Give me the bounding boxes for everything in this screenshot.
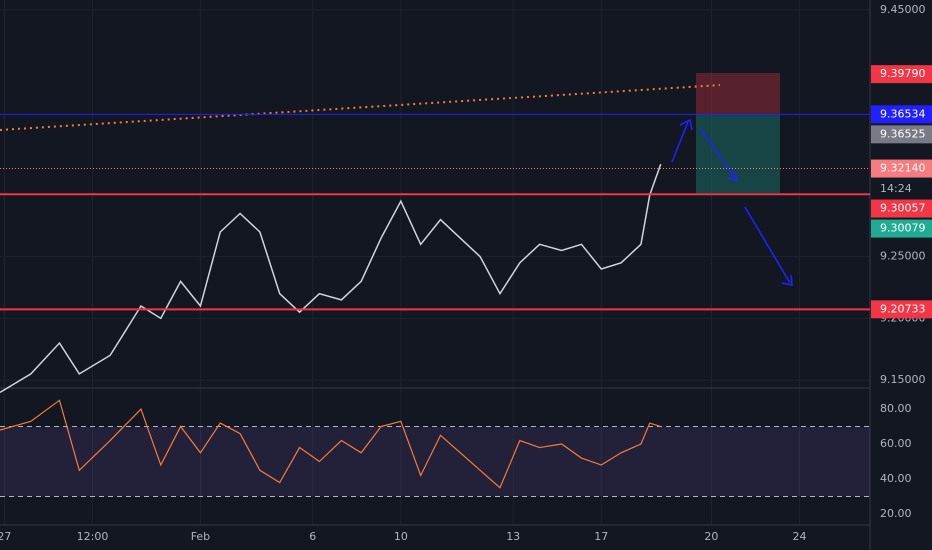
y-tick-label: 9.45000 xyxy=(880,3,926,16)
x-tick-label: 10 xyxy=(394,530,408,543)
price-tag xyxy=(871,105,932,124)
trend-line xyxy=(0,84,721,131)
price-tag-label: 9.39790 xyxy=(880,67,926,80)
arrows xyxy=(671,118,793,286)
price-tag-label: 9.36534 xyxy=(880,107,926,120)
x-tick-label: 13 xyxy=(506,530,520,543)
price-tag xyxy=(871,199,932,218)
x-tick-label: 20 xyxy=(704,530,718,543)
rsi-tick-label: 60.00 xyxy=(880,437,912,450)
price-line xyxy=(0,163,662,394)
grid xyxy=(0,0,870,525)
y-tick-label: 9.15000 xyxy=(880,373,926,386)
price-tag xyxy=(871,159,932,178)
rsi-tick-label: 20.00 xyxy=(880,507,912,520)
x-tick-label: 27 xyxy=(0,530,11,543)
rsi-band xyxy=(0,426,870,497)
price-tag-label: 9.32140 xyxy=(880,162,926,175)
target-zone xyxy=(696,114,780,193)
x-tick-label: 24 xyxy=(793,530,807,543)
x-tick-label: 12:00 xyxy=(77,530,109,543)
x-tick-label: 6 xyxy=(309,530,316,543)
price-tag-label: 9.30079 xyxy=(880,222,926,235)
price-tag xyxy=(871,300,932,319)
y-tick-label: 9.25000 xyxy=(880,250,926,263)
price-tag-label: 9.36525 xyxy=(880,127,926,140)
x-tick-label: Feb xyxy=(191,530,210,543)
rsi-tick-label: 40.00 xyxy=(880,472,912,485)
countdown: 14:24 xyxy=(880,182,912,195)
stop-zone xyxy=(696,73,780,114)
price-tag-label: 9.20733 xyxy=(880,302,926,315)
price-tag-label: 9.30057 xyxy=(880,202,926,215)
rsi-line xyxy=(0,399,661,489)
price-tag xyxy=(871,65,932,84)
rsi-tick-label: 80.00 xyxy=(880,402,912,415)
price-tag xyxy=(871,125,932,144)
x-tick-label: 17 xyxy=(594,530,608,543)
price-tag xyxy=(871,219,932,238)
